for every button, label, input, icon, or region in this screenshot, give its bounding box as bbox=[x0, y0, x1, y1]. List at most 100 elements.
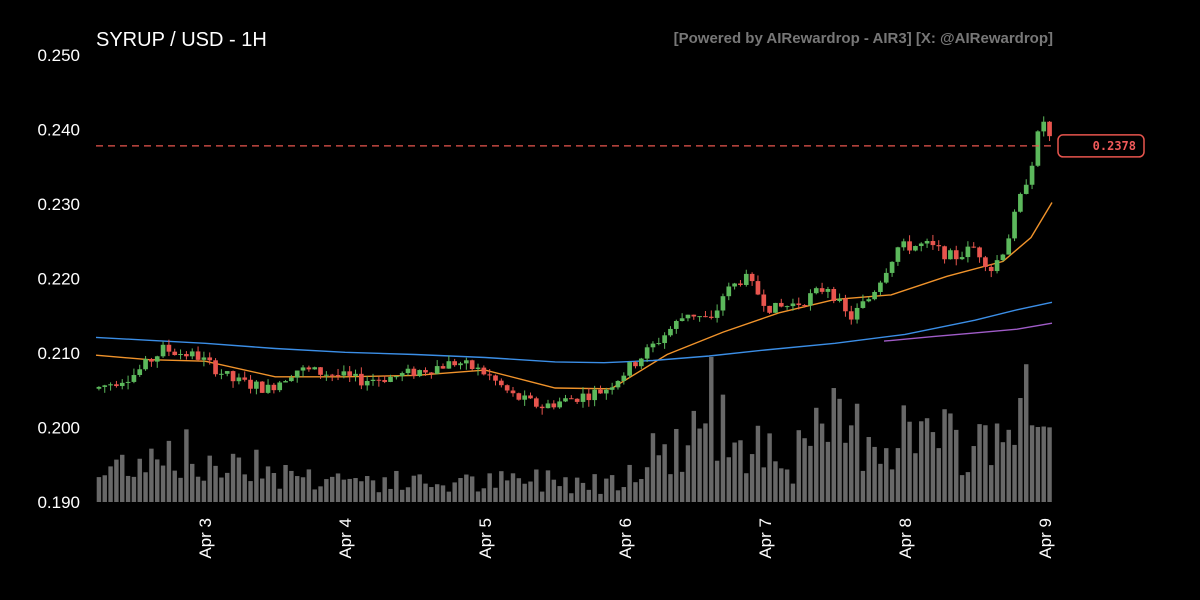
candle-body bbox=[539, 406, 545, 409]
volume-bar bbox=[872, 446, 877, 502]
volume-bar bbox=[114, 459, 119, 502]
x-tick-label: Apr 7 bbox=[756, 518, 775, 559]
volume-bar bbox=[131, 476, 137, 502]
candle-body bbox=[224, 371, 230, 374]
candle-body bbox=[516, 393, 522, 400]
candle-body bbox=[603, 389, 609, 394]
volume-bar bbox=[639, 479, 644, 502]
volume-bar bbox=[294, 476, 300, 502]
candle-body bbox=[528, 395, 533, 399]
volume-bar bbox=[172, 470, 177, 502]
candle-body bbox=[114, 384, 119, 387]
candle-body bbox=[843, 298, 848, 312]
volume-bar bbox=[849, 425, 854, 502]
volume-bar bbox=[662, 444, 667, 502]
candle-body bbox=[638, 358, 644, 367]
volume-bar bbox=[656, 455, 662, 502]
candle-body bbox=[370, 379, 376, 382]
candle-body bbox=[656, 343, 662, 345]
x-tick-label: Apr 9 bbox=[1036, 518, 1055, 559]
volume-bar bbox=[446, 491, 452, 502]
x-tick-label: Apr 5 bbox=[476, 518, 495, 559]
candle-body bbox=[668, 328, 673, 336]
volume-bar bbox=[190, 463, 195, 502]
volume-bar bbox=[335, 473, 341, 502]
volume-bar bbox=[417, 474, 422, 502]
volume-bar bbox=[703, 423, 708, 502]
candle-body bbox=[913, 246, 918, 251]
volume-bar bbox=[1024, 364, 1029, 502]
volume-bar bbox=[569, 493, 574, 502]
volume-bar bbox=[225, 472, 230, 502]
volume-bar bbox=[574, 477, 580, 502]
candle-body bbox=[1000, 254, 1006, 261]
candle-body bbox=[300, 367, 306, 371]
volume-bar bbox=[691, 410, 697, 502]
candle-body bbox=[119, 382, 125, 387]
candle-body bbox=[866, 299, 872, 302]
candle-body bbox=[854, 307, 860, 320]
volume-bar bbox=[248, 481, 253, 502]
ma-mid-line bbox=[95, 301, 1053, 364]
volume-bar bbox=[464, 474, 469, 502]
volume-bar bbox=[481, 488, 487, 502]
candle-body bbox=[726, 286, 732, 297]
candle-body bbox=[248, 379, 253, 389]
volume-bar bbox=[761, 467, 766, 502]
volume-bar bbox=[965, 472, 971, 502]
volume-bar bbox=[434, 484, 440, 502]
x-axis-ticks: Apr 3 Apr 4 Apr 5 Apr 6 Apr 7 Apr 8 Apr 9 bbox=[196, 518, 1055, 559]
candle-body bbox=[691, 314, 697, 317]
volume-bar bbox=[242, 474, 247, 502]
candle-body bbox=[289, 377, 294, 382]
candle-body bbox=[440, 366, 446, 369]
volume-bar bbox=[504, 480, 510, 502]
volume-bar bbox=[487, 473, 492, 502]
volume-bar bbox=[615, 490, 621, 502]
candle-body bbox=[201, 357, 207, 360]
candle-body bbox=[434, 366, 440, 374]
candle-body bbox=[872, 291, 877, 300]
candle-body bbox=[341, 371, 347, 376]
candle-body bbox=[125, 381, 131, 383]
volume-bar bbox=[913, 453, 918, 502]
candle-body bbox=[189, 351, 195, 357]
volume-bar bbox=[837, 398, 842, 502]
candle-body bbox=[329, 374, 335, 376]
candle-body bbox=[1029, 165, 1035, 185]
candle-body bbox=[394, 376, 399, 378]
candle-body bbox=[732, 283, 737, 287]
volume-bar bbox=[1006, 429, 1011, 502]
candle-body bbox=[627, 362, 632, 376]
y-tick-label: 0.220 bbox=[37, 270, 80, 289]
volume-bar bbox=[545, 470, 551, 502]
volume-bar bbox=[773, 461, 778, 502]
volume-bar bbox=[983, 425, 988, 502]
volume-bar bbox=[744, 473, 749, 502]
volume-bars bbox=[96, 356, 1052, 502]
candle-body bbox=[195, 351, 201, 360]
candle-body bbox=[959, 257, 965, 260]
candle-body bbox=[131, 375, 137, 382]
candle-body bbox=[563, 398, 568, 402]
volume-bar bbox=[370, 480, 376, 502]
candle-body bbox=[312, 367, 318, 370]
moving-averages bbox=[95, 202, 1053, 390]
candle-body bbox=[364, 381, 370, 386]
candle-body bbox=[755, 281, 761, 295]
volume-bar bbox=[802, 438, 807, 502]
candle-body bbox=[96, 386, 102, 389]
candle-body bbox=[948, 250, 953, 260]
volume-bar bbox=[469, 476, 475, 502]
candle-body bbox=[108, 384, 113, 386]
volume-bar bbox=[120, 454, 125, 502]
volume-bar bbox=[137, 458, 142, 502]
candle-body bbox=[749, 273, 755, 282]
volume-bar bbox=[726, 457, 731, 502]
volume-bar bbox=[609, 475, 615, 502]
volume-bar bbox=[819, 423, 825, 502]
candle-body bbox=[714, 310, 720, 318]
volume-bar bbox=[919, 421, 924, 502]
candle-body bbox=[808, 293, 813, 306]
volume-bar bbox=[271, 473, 277, 502]
